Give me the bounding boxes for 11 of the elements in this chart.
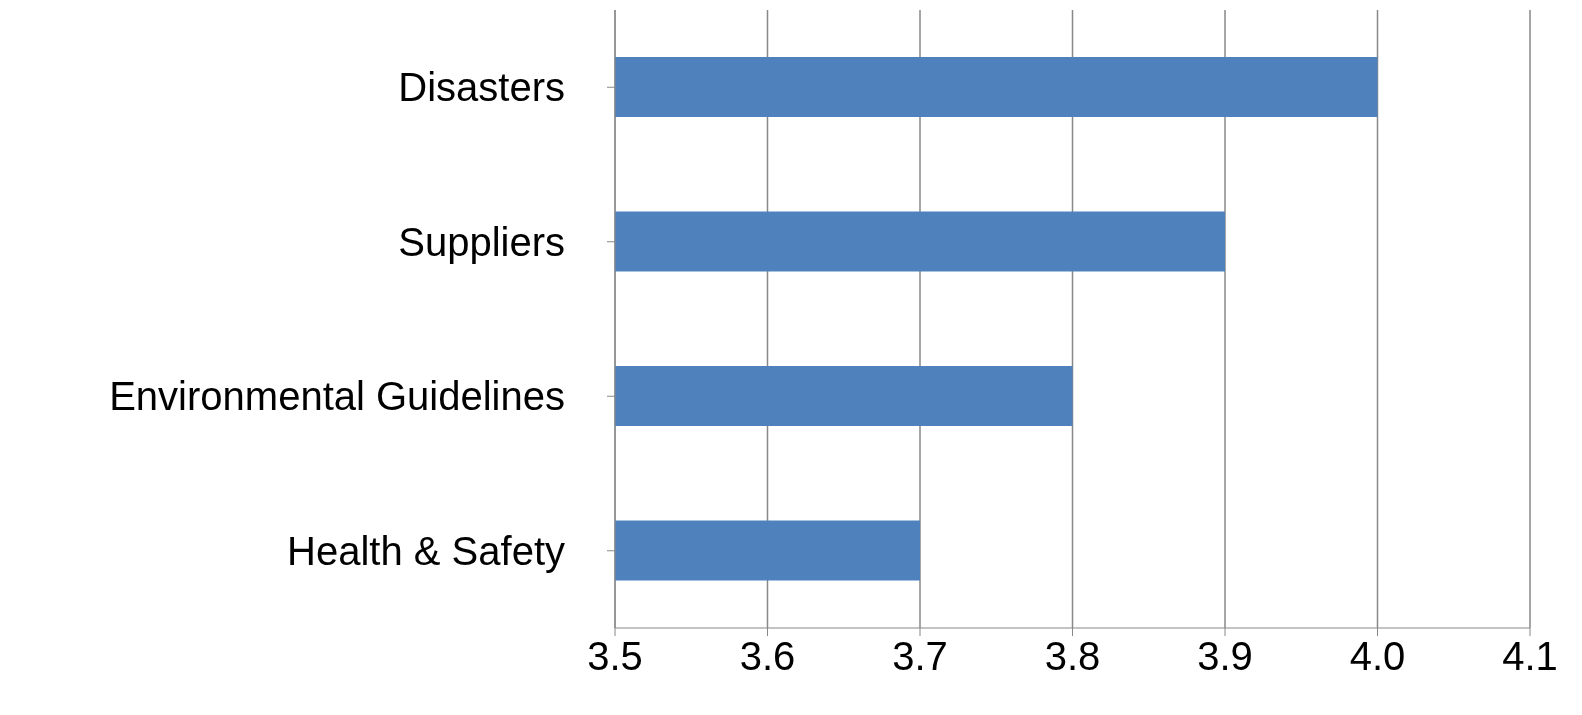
- x-tick-label: 3.5: [587, 634, 643, 679]
- y-tick-label: Disasters: [398, 65, 565, 110]
- x-tick-label: 3.9: [1197, 634, 1253, 679]
- x-tick-label: 3.7: [892, 634, 948, 679]
- y-tick-label: Suppliers: [398, 219, 565, 264]
- x-tick-label: 3.6: [739, 634, 796, 679]
- x-tick-label: 3.8: [1044, 634, 1101, 679]
- y-tick-label: Health & Safety: [287, 528, 565, 573]
- x-tick-label: 4.1: [1502, 634, 1558, 679]
- x-tick-label: 4.0: [1349, 634, 1406, 679]
- y-tick-label: Environmental Guidelines: [109, 374, 565, 419]
